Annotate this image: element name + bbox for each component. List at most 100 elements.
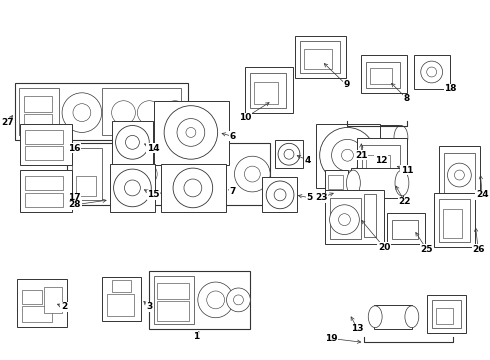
Ellipse shape: [368, 306, 382, 328]
Text: 23: 23: [316, 193, 328, 202]
Bar: [18, 279, 67, 327]
Bar: [25, 130, 63, 144]
Circle shape: [454, 170, 465, 180]
Bar: [325, 190, 384, 244]
Bar: [439, 199, 470, 242]
Bar: [300, 41, 340, 73]
Circle shape: [339, 214, 350, 226]
Bar: [436, 308, 453, 324]
Bar: [154, 101, 228, 165]
Text: 11: 11: [401, 166, 413, 175]
Circle shape: [226, 288, 250, 312]
Bar: [21, 123, 72, 165]
Circle shape: [112, 101, 135, 125]
Text: 15: 15: [147, 190, 159, 199]
Bar: [364, 194, 376, 238]
Text: 2: 2: [61, 302, 67, 311]
Bar: [23, 306, 52, 322]
Bar: [112, 280, 131, 292]
Bar: [443, 153, 475, 193]
Bar: [72, 148, 102, 200]
Text: 6: 6: [229, 132, 236, 141]
Text: 18: 18: [444, 84, 457, 93]
Ellipse shape: [405, 306, 419, 328]
Bar: [254, 82, 278, 104]
Text: 12: 12: [375, 156, 388, 165]
Circle shape: [164, 106, 218, 159]
Bar: [374, 305, 412, 329]
Text: 8: 8: [404, 94, 410, 103]
Bar: [107, 294, 134, 316]
Circle shape: [342, 149, 353, 161]
Circle shape: [284, 149, 294, 159]
Bar: [44, 287, 62, 313]
Circle shape: [427, 67, 437, 77]
Text: 10: 10: [239, 113, 251, 122]
Bar: [414, 55, 449, 89]
Circle shape: [332, 139, 363, 171]
Circle shape: [114, 169, 151, 207]
Bar: [102, 88, 181, 135]
Bar: [76, 176, 96, 196]
Bar: [24, 96, 52, 112]
Circle shape: [278, 143, 300, 165]
Text: 16: 16: [68, 144, 80, 153]
Bar: [366, 62, 400, 88]
Bar: [442, 209, 463, 238]
Text: 4: 4: [305, 156, 311, 165]
Bar: [366, 155, 390, 179]
Circle shape: [198, 282, 234, 318]
Bar: [351, 168, 403, 198]
Text: 20: 20: [378, 243, 391, 252]
Ellipse shape: [395, 170, 409, 196]
Ellipse shape: [346, 170, 360, 196]
Text: 5: 5: [307, 193, 313, 202]
Circle shape: [421, 61, 442, 83]
Text: 22: 22: [399, 197, 411, 206]
Bar: [67, 143, 270, 205]
Circle shape: [330, 205, 359, 234]
Bar: [161, 164, 225, 212]
Text: 13: 13: [351, 324, 364, 333]
Text: 3: 3: [146, 302, 152, 311]
Circle shape: [447, 163, 471, 187]
Circle shape: [173, 168, 213, 208]
Text: 9: 9: [343, 80, 350, 89]
Bar: [275, 140, 303, 168]
Circle shape: [235, 156, 270, 192]
Circle shape: [266, 181, 294, 209]
Bar: [362, 145, 400, 183]
Circle shape: [245, 166, 260, 182]
Circle shape: [73, 104, 91, 122]
Bar: [359, 125, 401, 150]
Bar: [434, 193, 475, 247]
Bar: [304, 49, 332, 69]
Text: 25: 25: [420, 245, 433, 254]
Bar: [15, 83, 188, 140]
Circle shape: [122, 150, 170, 198]
Bar: [112, 121, 153, 165]
Circle shape: [62, 93, 102, 132]
Bar: [357, 138, 407, 188]
Text: 17: 17: [68, 193, 80, 202]
Circle shape: [177, 150, 224, 198]
Bar: [157, 283, 189, 299]
Bar: [149, 271, 250, 329]
Text: 21: 21: [355, 151, 368, 160]
Bar: [427, 295, 466, 333]
Text: 27: 27: [1, 118, 14, 127]
Circle shape: [137, 101, 161, 125]
Bar: [25, 193, 63, 207]
Bar: [20, 88, 59, 135]
Bar: [25, 176, 63, 190]
Circle shape: [234, 295, 244, 305]
Circle shape: [125, 135, 139, 149]
Circle shape: [124, 180, 140, 196]
Circle shape: [135, 163, 157, 185]
Circle shape: [190, 163, 212, 185]
Circle shape: [184, 179, 202, 197]
Bar: [316, 123, 380, 188]
Bar: [23, 290, 42, 304]
Text: 19: 19: [325, 334, 338, 343]
Bar: [25, 146, 63, 160]
